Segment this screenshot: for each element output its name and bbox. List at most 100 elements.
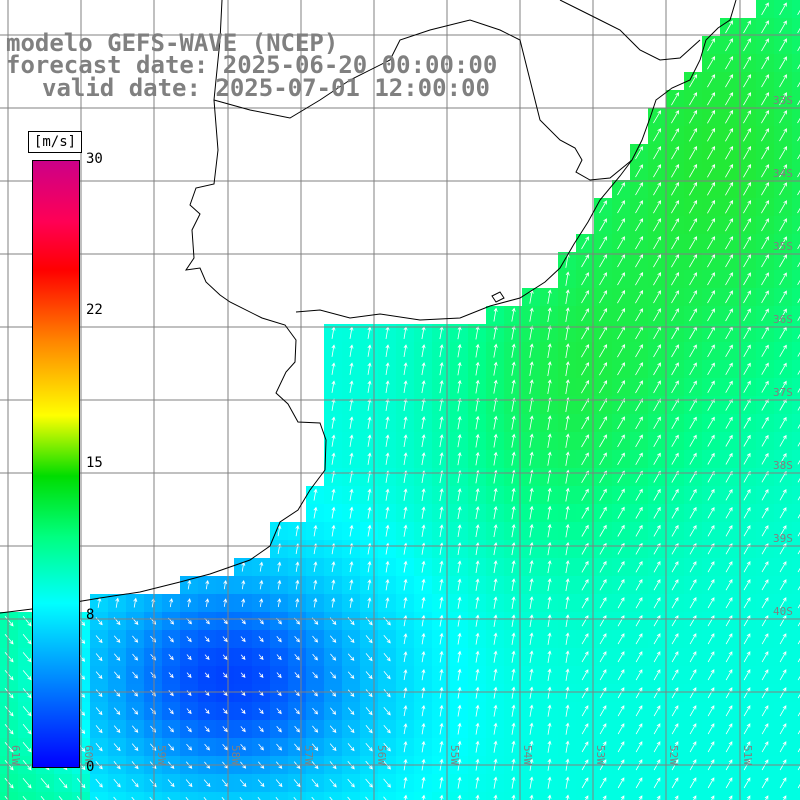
wind-arrow bbox=[743, 145, 752, 160]
wind-arrow bbox=[547, 632, 552, 645]
wind-arrow bbox=[421, 452, 426, 466]
wind-arrow bbox=[743, 163, 752, 178]
wind-arrow bbox=[671, 488, 679, 501]
wind-arrow bbox=[689, 633, 697, 645]
wind-arrow bbox=[331, 506, 336, 519]
wind-arrow bbox=[707, 579, 715, 591]
wind-arrow bbox=[511, 433, 516, 448]
wind-arrow bbox=[761, 687, 769, 699]
wind-arrow bbox=[581, 651, 589, 663]
wind-arrow bbox=[797, 621, 800, 627]
wind-arrow bbox=[797, 675, 800, 681]
wind-arrow bbox=[671, 416, 679, 429]
wind-arrow bbox=[403, 380, 408, 393]
wind-arrow bbox=[529, 722, 534, 735]
wind-arrow bbox=[635, 200, 643, 214]
wind-arrow bbox=[349, 488, 354, 501]
wind-arrow bbox=[475, 379, 480, 394]
wind-arrow bbox=[457, 506, 462, 520]
wind-arrow bbox=[239, 797, 243, 800]
wind-arrow bbox=[635, 182, 643, 196]
wind-arrow bbox=[295, 524, 300, 537]
wind-arrow bbox=[132, 689, 139, 697]
wind-arrow bbox=[689, 163, 698, 178]
wind-arrow bbox=[367, 416, 372, 429]
wind-arrow bbox=[113, 635, 121, 643]
field-cell bbox=[738, 792, 756, 800]
wind-arrow bbox=[457, 415, 462, 430]
wind-arrow bbox=[725, 524, 733, 537]
wind-arrow bbox=[599, 434, 607, 448]
wind-arrow bbox=[439, 686, 444, 699]
wind-arrow bbox=[493, 343, 498, 358]
wind-arrow bbox=[186, 672, 192, 679]
wind-arrow bbox=[653, 146, 662, 160]
wind-arrow bbox=[511, 794, 516, 800]
field-cell bbox=[792, 684, 800, 702]
wind-arrow bbox=[113, 707, 121, 715]
wind-arrow bbox=[365, 671, 373, 680]
wind-arrow bbox=[311, 779, 319, 788]
wind-arrow bbox=[204, 743, 210, 751]
field-cell bbox=[396, 792, 414, 800]
wind-arrow bbox=[367, 560, 372, 573]
wind-arrow bbox=[511, 740, 516, 753]
wind-arrow bbox=[635, 669, 643, 681]
wind-arrow bbox=[529, 523, 534, 538]
field-cell bbox=[792, 666, 800, 684]
wind-arrow bbox=[421, 632, 426, 645]
wind-arrow bbox=[743, 777, 751, 789]
field-cell bbox=[144, 792, 162, 800]
wind-arrow bbox=[529, 361, 534, 376]
wind-arrow bbox=[761, 741, 769, 753]
wind-arrow bbox=[457, 524, 462, 537]
wind-arrow bbox=[797, 63, 800, 70]
wind-arrow bbox=[203, 779, 211, 788]
field-cell bbox=[324, 792, 342, 800]
wind-arrow bbox=[403, 434, 408, 447]
wind-arrow bbox=[565, 505, 570, 520]
lat-label: 38S bbox=[773, 459, 793, 472]
wind-arrow bbox=[475, 794, 480, 800]
field-cell bbox=[792, 198, 800, 216]
wind-arrow bbox=[761, 2, 769, 16]
wind-arrow bbox=[347, 743, 355, 752]
wind-arrow bbox=[671, 110, 680, 124]
wind-arrow bbox=[581, 308, 589, 322]
wind-arrow bbox=[40, 795, 45, 800]
wind-arrow bbox=[529, 560, 534, 574]
wind-arrow bbox=[439, 344, 444, 358]
wind-arrow bbox=[421, 776, 426, 789]
wind-arrow bbox=[565, 487, 570, 502]
wind-arrow bbox=[581, 272, 589, 286]
wind-arrow bbox=[581, 254, 589, 268]
wind-arrow bbox=[671, 254, 680, 268]
wind-arrow bbox=[4, 652, 14, 663]
wind-arrow bbox=[22, 742, 32, 753]
wind-arrow bbox=[707, 561, 715, 573]
wind-arrow bbox=[743, 561, 751, 573]
wind-arrow bbox=[403, 740, 408, 753]
wind-arrow bbox=[205, 598, 210, 607]
wind-arrow bbox=[349, 434, 354, 447]
wind-arrow bbox=[797, 441, 800, 447]
wind-arrow bbox=[599, 615, 607, 627]
wind-arrow bbox=[493, 740, 498, 753]
wind-arrow bbox=[671, 181, 680, 196]
wind-arrow bbox=[617, 434, 625, 448]
wind-arrow bbox=[671, 705, 679, 717]
field-cell bbox=[792, 702, 800, 720]
wind-arrow bbox=[421, 434, 426, 448]
field-cell bbox=[792, 54, 800, 72]
wind-arrow bbox=[707, 308, 715, 322]
wind-arrow bbox=[383, 796, 387, 800]
wind-arrow bbox=[475, 433, 480, 448]
wind-arrow bbox=[797, 333, 800, 339]
wind-arrow bbox=[511, 650, 516, 663]
wind-arrow bbox=[635, 362, 643, 376]
wind-arrow bbox=[365, 725, 373, 734]
wind-arrow bbox=[385, 398, 390, 411]
wind-arrow bbox=[581, 578, 589, 591]
colorbar-tick-8: 8 bbox=[86, 607, 95, 623]
island-outline bbox=[491, 291, 505, 303]
